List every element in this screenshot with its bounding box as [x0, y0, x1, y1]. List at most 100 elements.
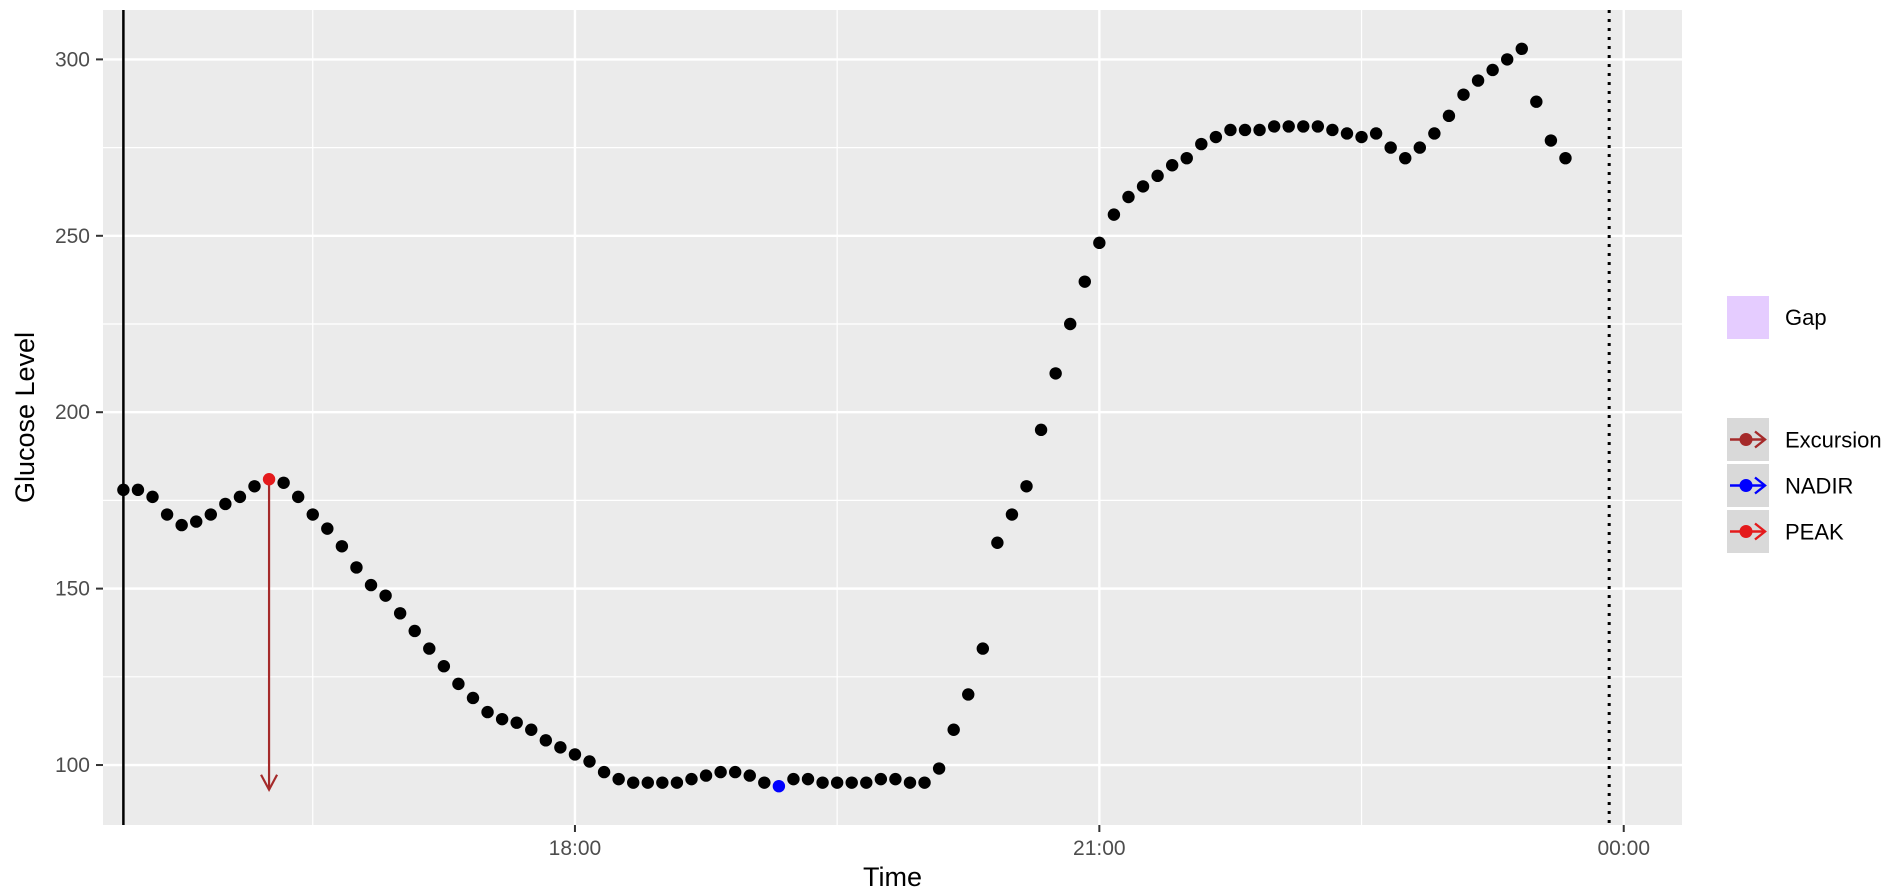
data-point [539, 734, 553, 747]
data-point [379, 589, 392, 602]
data-point [1442, 109, 1456, 123]
legend-key-arrowhead-nadir [1754, 476, 1767, 495]
data-point [131, 483, 145, 497]
data-point [656, 776, 669, 789]
data-point [204, 508, 217, 521]
legend-key-arrowhead-excursion [1754, 430, 1767, 449]
axes: 100 150 200 250 300 18:00 21:00 00:00 [55, 48, 1650, 860]
data-point [1253, 123, 1266, 137]
data-point [408, 624, 421, 638]
data-point [1544, 134, 1558, 147]
x-axis-title: Time [863, 862, 922, 892]
data-point [233, 490, 247, 504]
data-point [918, 776, 931, 789]
data-point [860, 776, 873, 789]
x-tick-label: 18:00 [549, 837, 602, 860]
data-point [903, 776, 917, 789]
data-point [364, 578, 378, 592]
x-tick-label: 00:00 [1597, 837, 1650, 860]
data-point [175, 518, 188, 532]
data-point [1326, 123, 1339, 137]
data-point [1122, 190, 1135, 204]
plot-panel [103, 10, 1682, 825]
time-markers [122, 10, 1611, 825]
data-point [816, 776, 829, 789]
data-point [146, 490, 159, 504]
data-point [1020, 480, 1033, 493]
data-point [452, 677, 465, 691]
y-tick-label: 100 [55, 754, 90, 777]
y-axis-title: Glucose Level [10, 332, 40, 503]
data-point [1399, 151, 1412, 165]
legend-label: NADIR [1785, 474, 1853, 499]
peak-point [262, 473, 276, 486]
data-point [117, 483, 130, 497]
data-point [1238, 123, 1252, 137]
data-point [291, 490, 305, 504]
data-point [335, 540, 349, 553]
data-point [787, 772, 800, 786]
data-point [641, 776, 654, 789]
y-tick-label: 150 [55, 578, 90, 601]
data-point [991, 536, 1004, 549]
data-point [743, 769, 756, 782]
data-point [1005, 508, 1019, 521]
data-point [1267, 120, 1281, 133]
data-point [728, 765, 742, 779]
data-point [510, 716, 523, 729]
data-point [597, 765, 611, 779]
legend-label: Gap [1785, 305, 1827, 330]
data-point [1049, 367, 1062, 380]
data-point [393, 607, 407, 620]
data-point [1282, 120, 1295, 133]
data-point [437, 660, 451, 673]
data-point [525, 723, 538, 736]
data-point [554, 741, 567, 754]
data-point [495, 712, 509, 726]
data-point [277, 476, 290, 489]
data-point [321, 522, 334, 535]
data-point [481, 705, 494, 719]
excursion-arrowhead [260, 774, 279, 793]
data-point [685, 772, 698, 786]
data-point [1034, 423, 1048, 437]
data-point [1355, 130, 1368, 144]
data-point [627, 776, 640, 789]
data-point [1530, 95, 1543, 108]
data-point [932, 762, 946, 775]
data-point [1515, 42, 1528, 56]
data-point [219, 497, 232, 511]
data-point [1369, 127, 1383, 140]
data-point [1340, 127, 1354, 140]
data-point [612, 772, 625, 786]
data-point [190, 515, 203, 528]
data-point [976, 642, 990, 655]
y-tick-label: 300 [55, 48, 90, 71]
legend-key-gap [1727, 296, 1769, 339]
nadir-point [772, 779, 786, 793]
legend-key-dot-nadir [1739, 479, 1753, 492]
data-point [1486, 63, 1499, 77]
data-point [423, 642, 436, 655]
data-point [1078, 275, 1091, 288]
y-tick-label: 200 [55, 401, 90, 424]
data-point [1195, 137, 1208, 151]
data-point [1165, 159, 1179, 172]
major-gridlines [103, 10, 1682, 825]
data-point [160, 508, 174, 521]
data-point [306, 508, 319, 521]
data-point [466, 691, 480, 705]
data-point [1093, 236, 1106, 250]
data-point [1136, 180, 1150, 193]
data-point [1151, 169, 1164, 183]
data-point [1209, 130, 1223, 144]
data-point [1501, 53, 1514, 66]
data-point [1428, 127, 1441, 140]
data-point [583, 755, 596, 768]
data-point [1384, 141, 1397, 154]
legend: Gap Excursion NADIR PEAK [1727, 296, 1882, 553]
data-point [758, 776, 771, 789]
minor-gridlines [103, 10, 1682, 825]
data-point [1311, 120, 1325, 133]
